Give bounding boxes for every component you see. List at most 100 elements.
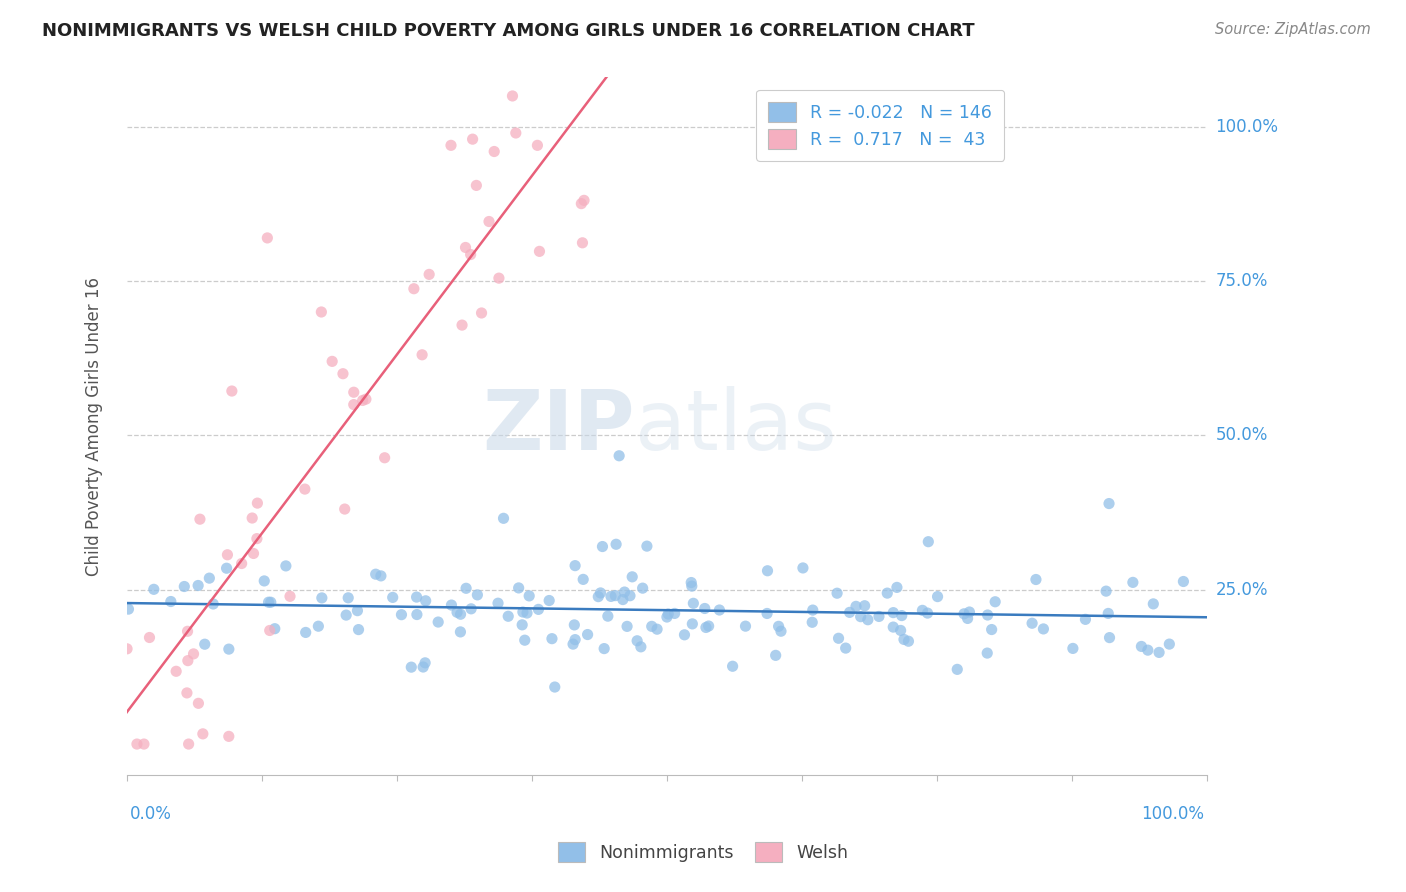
Point — [354, 392, 377, 406]
Point — [657, 607, 679, 621]
Point — [412, 660, 434, 674]
Point — [218, 642, 240, 657]
Point — [391, 607, 413, 622]
Point — [1025, 573, 1047, 587]
Point — [263, 622, 285, 636]
Point — [478, 214, 501, 228]
Point — [589, 586, 612, 600]
Point — [177, 654, 200, 668]
Point — [538, 593, 561, 607]
Point — [374, 450, 396, 465]
Point — [541, 632, 564, 646]
Point — [734, 619, 756, 633]
Point — [868, 609, 890, 624]
Point — [370, 569, 392, 583]
Point — [1122, 575, 1144, 590]
Point — [591, 540, 613, 554]
Point — [138, 631, 160, 645]
Point — [188, 512, 211, 526]
Point — [897, 634, 920, 648]
Point — [456, 582, 478, 596]
Point — [886, 581, 908, 595]
Point — [976, 607, 998, 622]
Point — [917, 534, 939, 549]
Point — [460, 602, 482, 616]
Point — [486, 596, 509, 610]
Point — [564, 558, 586, 573]
Point — [352, 393, 374, 408]
Point — [697, 619, 720, 633]
Y-axis label: Child Poverty Among Girls Under 16: Child Poverty Among Girls Under 16 — [86, 277, 103, 575]
Point — [492, 511, 515, 525]
Point — [505, 126, 527, 140]
Point — [593, 641, 616, 656]
Point — [183, 647, 205, 661]
Point — [572, 194, 595, 208]
Legend: Nonimmigrants, Welsh: Nonimmigrants, Welsh — [546, 830, 860, 874]
Point — [882, 606, 904, 620]
Point — [221, 384, 243, 398]
Point — [187, 578, 209, 592]
Point — [569, 196, 592, 211]
Point — [1098, 631, 1121, 645]
Point — [246, 496, 269, 510]
Point — [1130, 640, 1153, 654]
Point — [450, 607, 472, 622]
Point — [838, 606, 860, 620]
Legend: R = -0.022   N = 146, R =  0.717   N =  43: R = -0.022 N = 146, R = 0.717 N = 43 — [756, 89, 1004, 161]
Text: 50.0%: 50.0% — [1216, 426, 1268, 444]
Point — [695, 620, 717, 634]
Point — [631, 581, 654, 595]
Point — [256, 231, 278, 245]
Point — [562, 637, 585, 651]
Point — [364, 567, 387, 582]
Point — [460, 247, 482, 261]
Point — [321, 354, 343, 368]
Point — [756, 607, 779, 621]
Point — [115, 641, 138, 656]
Point — [516, 606, 538, 620]
Point — [600, 590, 623, 604]
Point — [655, 610, 678, 624]
Point — [202, 597, 225, 611]
Point — [401, 660, 423, 674]
Point — [801, 603, 824, 617]
Point — [959, 605, 981, 619]
Point — [482, 145, 505, 159]
Point — [613, 585, 636, 599]
Text: 100.0%: 100.0% — [1142, 805, 1205, 823]
Point — [596, 609, 619, 624]
Point — [917, 606, 939, 620]
Point — [381, 591, 404, 605]
Point — [825, 586, 848, 600]
Point — [529, 244, 551, 259]
Point — [440, 598, 463, 612]
Point — [415, 594, 437, 608]
Point — [501, 89, 523, 103]
Point — [335, 608, 357, 623]
Point — [769, 624, 792, 639]
Point — [512, 605, 534, 619]
Point — [645, 622, 668, 636]
Point — [636, 539, 658, 553]
Point — [132, 737, 155, 751]
Point — [307, 619, 329, 633]
Point — [721, 659, 744, 673]
Point — [890, 624, 912, 638]
Text: atlas: atlas — [634, 385, 837, 467]
Point — [343, 385, 366, 400]
Point — [246, 532, 269, 546]
Point — [607, 449, 630, 463]
Point — [1095, 584, 1118, 599]
Point — [845, 599, 868, 614]
Point — [621, 570, 644, 584]
Point — [454, 240, 477, 254]
Point — [834, 641, 856, 656]
Point — [470, 306, 492, 320]
Point — [927, 590, 949, 604]
Point — [176, 624, 198, 639]
Point — [253, 574, 276, 588]
Point — [856, 613, 879, 627]
Point — [544, 680, 567, 694]
Point — [347, 623, 370, 637]
